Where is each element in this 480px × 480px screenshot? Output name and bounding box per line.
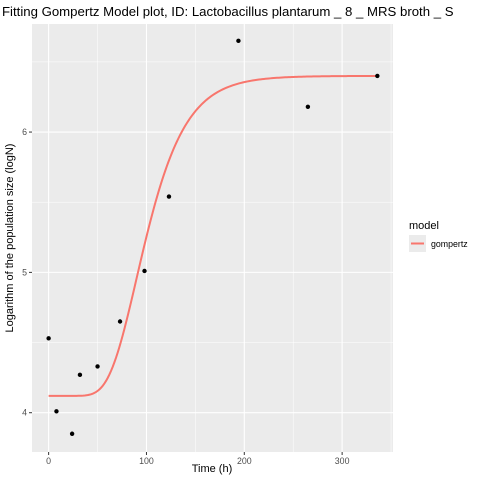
y-tick-label: 4 bbox=[22, 408, 27, 418]
legend-label: gompertz bbox=[431, 239, 468, 249]
y-axis: 4 5 6 bbox=[22, 127, 32, 418]
grid-minor bbox=[32, 24, 393, 452]
data-point bbox=[77, 372, 83, 378]
x-tick-label: 300 bbox=[335, 456, 350, 466]
data-point bbox=[95, 364, 100, 369]
data-points bbox=[46, 38, 380, 436]
plot-panel bbox=[32, 24, 393, 452]
data-point bbox=[236, 38, 241, 44]
data-point bbox=[54, 409, 59, 414]
data-point bbox=[69, 431, 75, 436]
chart-title: Fitting Gompertz Model plot, ID: Lactoba… bbox=[2, 4, 454, 19]
y-tick-label: 5 bbox=[22, 267, 27, 277]
data-point bbox=[46, 336, 51, 341]
legend: model gompertz bbox=[409, 220, 468, 252]
x-tick-label: 200 bbox=[237, 456, 252, 466]
data-point bbox=[117, 319, 123, 324]
x-tick-label: 100 bbox=[139, 456, 154, 466]
y-tick-label: 6 bbox=[22, 127, 27, 137]
data-point bbox=[375, 73, 380, 79]
data-point bbox=[142, 268, 147, 274]
x-axis: 0 100 200 300 bbox=[46, 452, 350, 466]
series-line-gompertz bbox=[48, 74, 378, 397]
series-lines bbox=[48, 74, 378, 397]
x-tick-label: 0 bbox=[46, 456, 51, 466]
data-point bbox=[305, 104, 311, 109]
legend-title: model bbox=[409, 220, 439, 232]
x-axis-title: Time (h) bbox=[192, 463, 233, 475]
y-axis-title: Logarithm of the population size (logN) bbox=[4, 144, 16, 333]
data-point bbox=[166, 194, 172, 199]
